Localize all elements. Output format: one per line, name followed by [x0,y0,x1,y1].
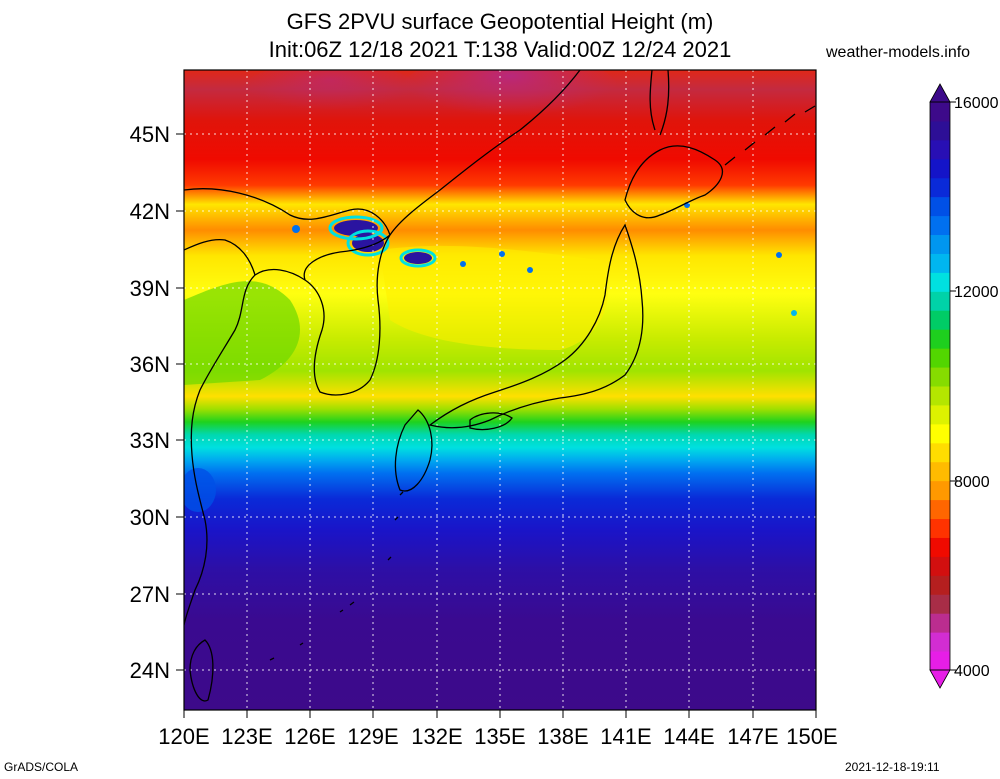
colorbar-segment [930,139,950,160]
colorbar-segment [930,196,950,217]
colorbar-segment [930,499,950,520]
colorbar-segment [930,386,950,406]
lon-label-120e: 120E [158,724,209,749]
colorbar-segment [930,613,950,633]
colorbar-segments [930,102,950,671]
lat-label-27n: 27N [130,582,170,607]
colorbar-segment [930,253,950,273]
colorbar-segment [930,120,950,141]
colorbar-segment [930,291,950,311]
colorbar-label-4000: 4000 [954,663,990,680]
lon-axis: 120E 123E 126E 129E 132E 135E 138E 141E … [158,710,838,749]
colorbar-segment [930,272,950,292]
height-field [184,70,816,710]
colorbar-segment [930,215,950,236]
colorbar-segment [930,177,950,198]
colorbar-segment [930,348,950,368]
colorbar-min-arrow [929,669,951,689]
lat-axis: 45N 42N 39N 36N 33N 30N 27N 24N [130,122,184,683]
lon-label-129e: 129E [347,724,398,749]
colorbar-segment [930,651,950,671]
colorbar-segment [930,518,950,538]
colorbar-max-arrow [929,83,951,103]
colorbar-segment [930,461,950,482]
colorbar-segment [930,329,950,349]
colorbar-segment [930,423,950,444]
colorbar-segment [930,442,950,463]
colorbar-segment [930,480,950,501]
colorbar-label-8000: 8000 [954,474,990,491]
lon-label-150e: 150E [786,724,837,749]
coastlines [184,70,816,702]
colorbar-label-12000: 12000 [954,284,999,301]
colorbar-segment [930,537,950,557]
colorbar-segment [930,367,950,387]
lat-label-39n: 39N [130,276,170,301]
lat-label-33n: 33N [130,428,170,453]
colorbar-segment [930,158,950,179]
lon-label-138e: 138E [537,724,588,749]
map-subtitle: Init:06Z 12/18 2021 T:138 Valid:00Z 12/2… [268,37,732,62]
lat-label-45n: 45N [130,122,170,147]
colorbar-segment [930,234,950,254]
colorbar-segment [930,556,950,576]
lon-label-132e: 132E [411,724,462,749]
colorbar: 16000 12000 8000 4000 [929,83,999,689]
lon-label-144e: 144E [663,724,714,749]
lon-label-147e: 147E [727,724,778,749]
colorbar-segment [930,102,950,122]
lat-label-24n: 24N [130,658,170,683]
colorbar-segment [930,404,950,425]
map-title: GFS 2PVU surface Geopotential Height (m) [286,9,714,34]
footer-timestamp: 2021-12-18-19:11 [845,760,940,774]
colorbar-segment [930,632,950,652]
lon-label-123e: 123E [221,724,272,749]
colorbar-segment [930,310,950,330]
colorbar-label-16000: 16000 [954,95,999,112]
lon-label-126e: 126E [284,724,335,749]
lat-label-36n: 36N [130,352,170,377]
colorbar-segment [930,594,950,614]
site-credit: weather-models.info [826,44,971,61]
colorbar-segment [930,575,950,595]
lon-label-141e: 141E [600,724,651,749]
lat-label-42n: 42N [130,199,170,224]
lat-label-30n: 30N [130,505,170,530]
lon-label-135e: 135E [474,724,525,749]
footer-software: GrADS/COLA [4,760,79,774]
